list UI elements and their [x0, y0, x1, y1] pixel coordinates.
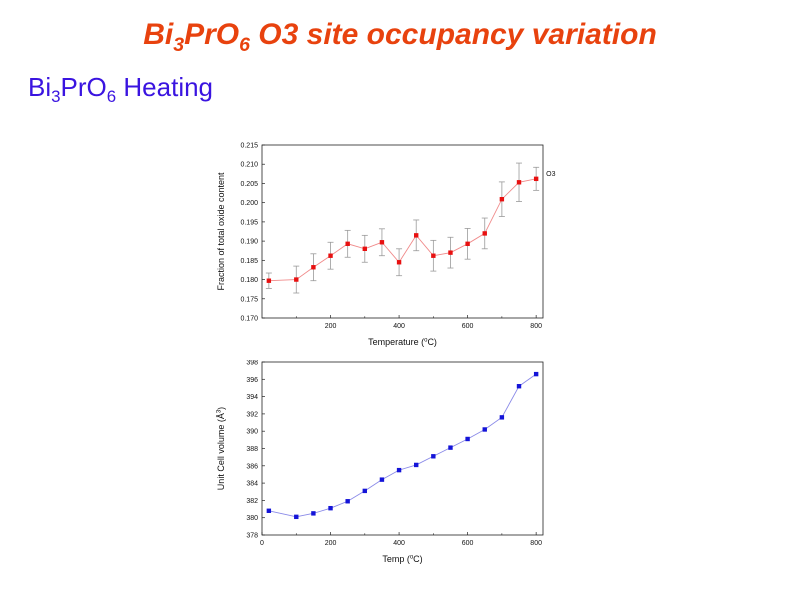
x-tick-label: 0	[260, 540, 264, 547]
occupancy-chart: 200 400 600 800 0.170 0.175 0.180 0.185 0.190 0.1…	[216, 143, 556, 348]
title-sub1: 3	[173, 33, 185, 56]
y-tick-label: 378	[246, 533, 258, 540]
y-tick-label: 0.185	[240, 258, 258, 265]
subtitle-rest: Heating	[116, 72, 214, 102]
y-axis-label: Unit Cell volume (Å3)	[216, 407, 226, 490]
y-tick-label: 380	[246, 515, 258, 522]
y-tick-label: 382	[246, 498, 258, 505]
data-point	[516, 180, 522, 185]
data-point	[266, 278, 272, 283]
y-tick-label: 0.175	[240, 296, 258, 303]
data-point	[328, 253, 333, 258]
y-tick-label: 0.195	[240, 219, 258, 226]
data-point	[396, 260, 402, 265]
y-tick-label: 384	[246, 481, 258, 488]
y-tick-label: 0.180	[240, 277, 258, 284]
x-axis-label: Temperature (oC)	[368, 337, 437, 347]
x-axis-label-text: Temp (	[382, 554, 410, 564]
y-tick-label: 0.190	[240, 239, 258, 246]
plot-frame	[261, 144, 544, 319]
data-point	[448, 445, 453, 450]
y-tick-label: 392	[246, 411, 258, 418]
x-tick-label: 200	[325, 323, 337, 330]
data-point	[379, 477, 385, 482]
title-sub2: 6	[239, 33, 250, 56]
data-point	[311, 265, 316, 270]
y-tick-label: 396	[246, 377, 258, 384]
data-point	[414, 233, 419, 238]
plot-frame	[261, 361, 544, 536]
x-tick-label: 400	[393, 323, 405, 330]
data-point	[345, 241, 350, 247]
x-tick-label: 200	[325, 540, 337, 547]
subtitle-bi: Bi	[28, 72, 52, 102]
slide-title: Bi3PrO6 O3 site occupancy variation	[0, 18, 800, 55]
series-line	[268, 373, 537, 518]
data-point	[379, 240, 385, 245]
data-point	[328, 505, 333, 511]
x-axis-label-sup: o	[410, 555, 414, 561]
y-tick-label: 0.170	[240, 316, 258, 323]
title-bi: Bi	[143, 18, 174, 51]
data-point	[294, 277, 299, 282]
data-point	[345, 499, 350, 504]
x-tick-label: 800	[530, 540, 542, 547]
y-tick-label: 394	[246, 394, 258, 401]
y-axis-label-sup: 3	[217, 409, 223, 413]
x-axis-label: Temp (oC)	[382, 554, 422, 564]
x-axis-label-unit: C)	[427, 337, 437, 347]
y-tick-label: 0.205	[240, 181, 258, 188]
y-tick-label: 388	[246, 446, 258, 453]
y-tick-label: 0.210	[240, 162, 258, 169]
data-point	[311, 511, 316, 516]
y-axis-label: Fraction of total oxide content	[216, 172, 226, 291]
slide-subtitle: Bi3PrO6 Heating	[28, 72, 214, 106]
data-point	[465, 436, 470, 442]
y-axis-label-text: Unit Cell volume (Å	[216, 413, 226, 490]
title-pro: PrO	[184, 18, 240, 51]
data-point	[482, 231, 487, 236]
data-point	[431, 454, 436, 459]
y-tick-label: 398	[246, 360, 258, 367]
series-line	[268, 178, 537, 282]
y-tick-label: 386	[246, 463, 258, 470]
subtitle-pro: PrO	[60, 72, 107, 102]
y-tick-label: 0.215	[240, 143, 258, 150]
x-axis-label-text: Temperature (	[368, 337, 424, 347]
data-point	[294, 514, 299, 520]
y-tick-label: 390	[246, 429, 258, 436]
x-tick-label: 800	[530, 323, 542, 330]
unit-cell-chart: 0 200 400 600 800 378 380 382 384 386 388 390 392 394…	[216, 360, 544, 564]
data-point	[266, 508, 272, 513]
x-tick-label: 400	[393, 540, 405, 547]
title-rest: O3 site occupancy variation	[249, 18, 657, 51]
data-point	[533, 176, 539, 182]
y-axis-label-unit: )	[216, 407, 226, 410]
data-point	[362, 246, 368, 251]
data-point	[396, 467, 402, 473]
subtitle-sub2: 6	[106, 86, 117, 106]
data-point	[533, 371, 539, 377]
data-point	[431, 253, 436, 258]
data-point	[516, 384, 522, 389]
x-axis-label-sup: o	[424, 338, 428, 344]
data-point	[465, 241, 470, 247]
x-tick-label: 600	[462, 540, 474, 547]
data-point	[499, 197, 505, 202]
y-tick-label: 0.200	[240, 200, 258, 207]
data-point	[448, 250, 453, 255]
x-tick-label: 600	[462, 323, 474, 330]
data-point	[499, 415, 505, 420]
legend-label: O3	[546, 171, 555, 178]
data-point	[414, 462, 419, 468]
y-axis-label-text: Fraction of total oxide content	[216, 172, 226, 291]
data-point	[362, 488, 368, 494]
subtitle-sub1: 3	[51, 86, 61, 106]
data-point	[482, 427, 487, 432]
x-axis-label-unit: C)	[413, 554, 423, 564]
